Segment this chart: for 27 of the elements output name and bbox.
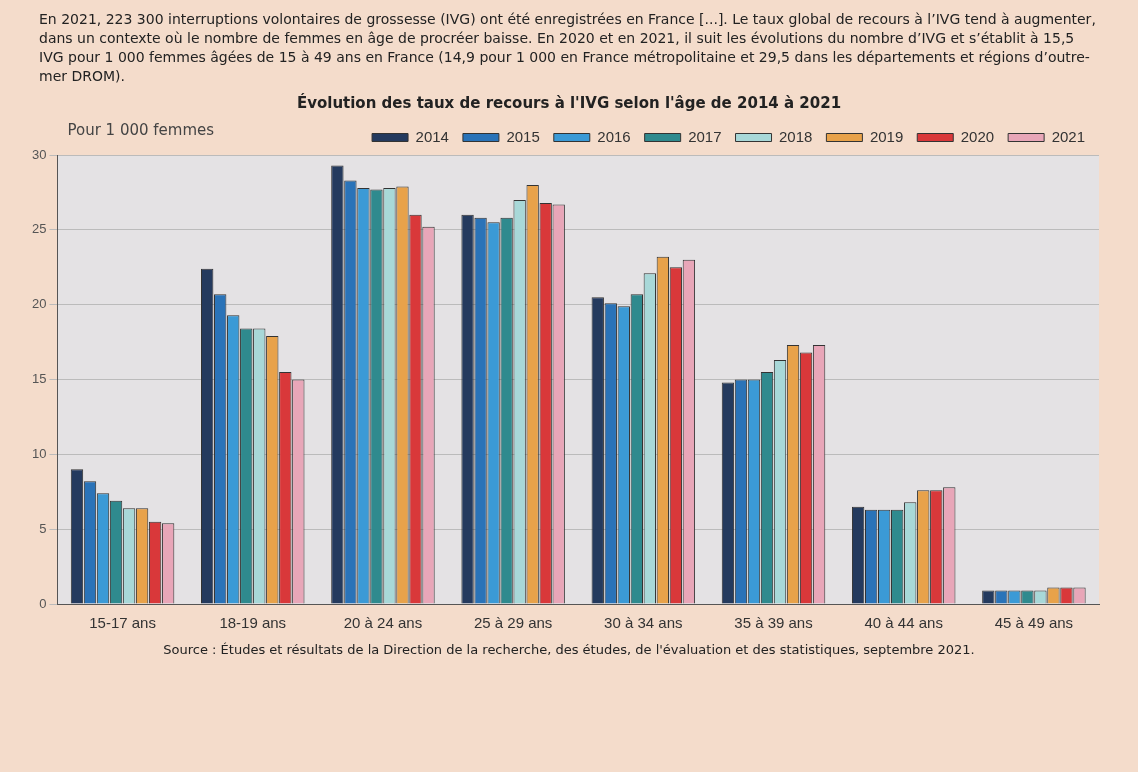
legend-label: 2014 xyxy=(415,127,449,145)
y-tick-label: 20 xyxy=(31,296,47,312)
x-tick-label: 20 à 24 ans xyxy=(343,614,423,632)
x-tick-label: 30 à 34 ans xyxy=(604,614,683,632)
y-tick-label: 30 xyxy=(31,146,47,162)
chart-title: Évolution des taux de recours à l'IVG selon l'âge de 2014 à 2021 xyxy=(295,94,843,112)
text: En 2021, 223 300 interruptions volontaires de grossesse (IVG) ont été enregistrées en France [...]. Le taux global de recours à l’IVG tend à augmenter, dans un contexte où le nombre de femmes en âge de procréer baisse. En 2020 et en 2021, il suit les évolutions du nombre d’IVG et s’établit à 15,5 IVG pour 1 000 femmes âgées de 15 à 49 ans en France (14,9 pour 1 000 en France métropolitaine et 29,5 dans les départements et régions d’outre-mer DROM). xyxy=(39,10,1097,86)
x-tick-label: 15-17 ans xyxy=(89,614,156,632)
y-tick-label: 0 xyxy=(39,595,47,611)
x-tick-label: 45 à 49 ans xyxy=(994,614,1074,632)
y-axis-title: Pour 1 000 femmes xyxy=(67,121,215,140)
y-tick-label: 10 xyxy=(31,445,47,461)
x-tick-label: 18-19 ans xyxy=(219,614,287,632)
y-tick-label: 15 xyxy=(31,371,47,387)
legend-label: 2021 xyxy=(1051,127,1086,145)
y-tick-label: 5 xyxy=(39,520,47,536)
x-tick-label: 35 à 39 ans xyxy=(734,614,813,632)
x-tick-label: 40 à 44 ans xyxy=(864,614,943,632)
legend-label: 2019 xyxy=(869,127,904,145)
legend-label: 2018 xyxy=(779,127,813,145)
legend-label: 2016 xyxy=(597,127,631,145)
legend-label: 2017 xyxy=(688,127,722,145)
x-tick-label: 25 à 29 ans xyxy=(473,614,553,632)
source-note: Source : Études et résultats de la Direction de la recherche, des études, de l'évaluation et des statistiques, septembre 2021. xyxy=(162,642,976,657)
legend-label: 2020 xyxy=(960,127,995,145)
y-tick-label: 25 xyxy=(31,221,47,237)
legend-label: 2015 xyxy=(506,127,540,145)
